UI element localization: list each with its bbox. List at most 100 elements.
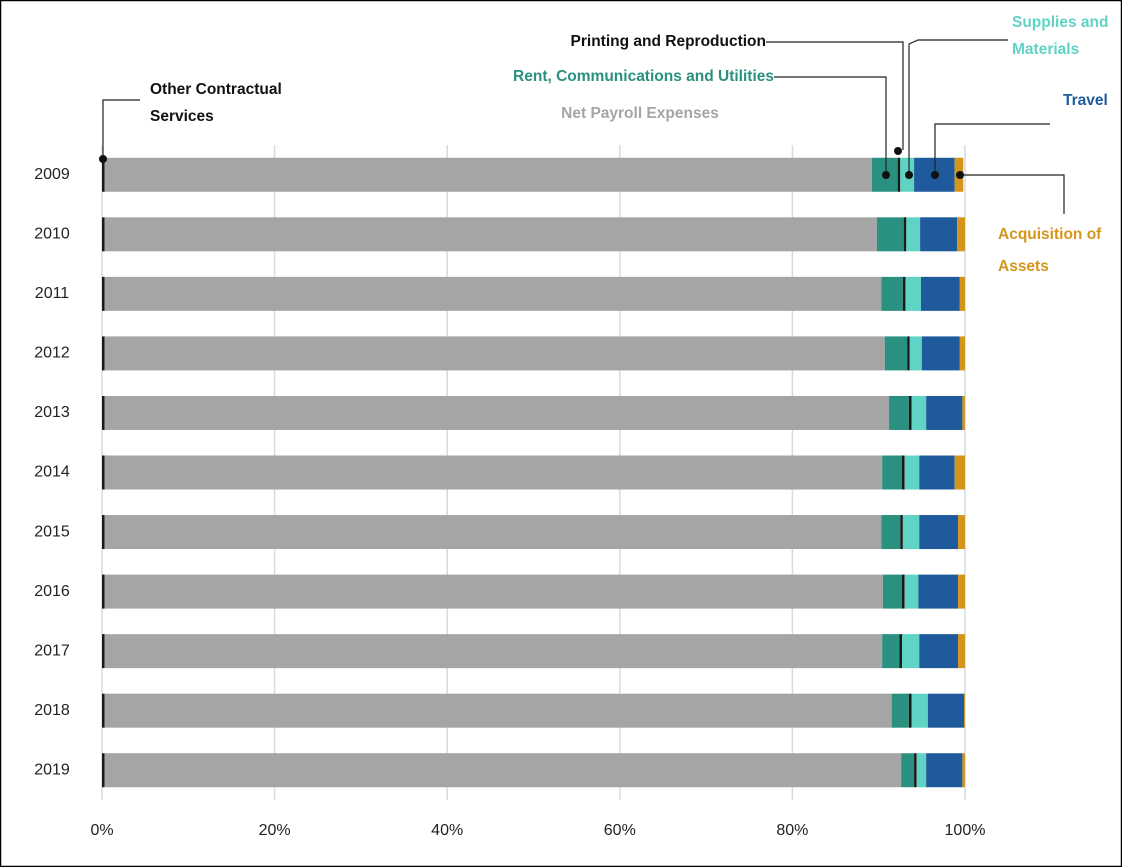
x-tick-label: 100% bbox=[945, 822, 986, 839]
series-label: Net Payroll Expenses bbox=[561, 105, 719, 122]
bar-segment bbox=[102, 574, 105, 609]
bar-segment bbox=[104, 217, 877, 252]
y-tick-label: 2019 bbox=[34, 761, 70, 778]
bar-segment bbox=[918, 574, 959, 609]
bar-segment bbox=[889, 395, 909, 430]
y-tick-label: 2016 bbox=[34, 583, 70, 600]
bar-segment bbox=[881, 515, 901, 550]
bar-segment bbox=[958, 574, 965, 609]
bar-segment bbox=[959, 336, 965, 371]
bar-segment bbox=[102, 515, 105, 550]
bar-segment bbox=[902, 574, 905, 609]
bar-segment bbox=[102, 693, 105, 728]
bar-segment bbox=[957, 217, 965, 252]
y-tick-label: 2009 bbox=[34, 166, 70, 183]
bar-segment bbox=[920, 217, 958, 252]
bar-segment bbox=[902, 276, 906, 311]
y-tick-label: 2018 bbox=[34, 702, 70, 719]
bar-segment bbox=[919, 634, 959, 669]
bar-segment bbox=[104, 276, 882, 311]
bar-segment bbox=[911, 693, 928, 728]
y-tick-label: 2015 bbox=[34, 523, 70, 540]
bar-segment bbox=[904, 455, 920, 490]
bar-segment bbox=[903, 217, 907, 252]
bar-segment bbox=[908, 693, 912, 728]
bar-segment bbox=[102, 395, 105, 430]
bar-segment bbox=[958, 634, 965, 669]
bar-segment bbox=[104, 693, 892, 728]
series-label: Rent, Communications and Utilities bbox=[513, 68, 774, 85]
y-tick-label: 2012 bbox=[34, 345, 70, 362]
y-tick-label: 2011 bbox=[35, 285, 70, 302]
bar-segment bbox=[102, 276, 105, 311]
bar-segment bbox=[883, 574, 903, 609]
bar-segment bbox=[104, 336, 885, 371]
y-tick-label: 2017 bbox=[34, 642, 70, 659]
bar-segment bbox=[921, 336, 960, 371]
x-tick-label: 40% bbox=[431, 822, 463, 839]
bar-segment bbox=[102, 217, 105, 252]
bar-segment bbox=[876, 217, 904, 252]
bar-segment bbox=[954, 455, 965, 490]
bar-segment bbox=[102, 336, 105, 371]
bar-segment bbox=[902, 455, 905, 490]
bar-segment bbox=[919, 515, 959, 550]
bar-segment bbox=[905, 276, 921, 311]
bar-segment bbox=[962, 753, 965, 788]
callouts bbox=[99, 39, 1065, 214]
bar-segment bbox=[908, 395, 912, 430]
bar-segment bbox=[902, 634, 920, 669]
bar-segment bbox=[102, 455, 105, 490]
bar-segment bbox=[884, 336, 908, 371]
bar-segment bbox=[906, 217, 921, 252]
bar-segment bbox=[104, 515, 882, 550]
bar-segment bbox=[900, 515, 903, 550]
x-tick-label: 80% bbox=[776, 822, 808, 839]
bar-segment bbox=[897, 157, 901, 192]
bar-segment bbox=[902, 515, 920, 550]
x-tick-label: 60% bbox=[604, 822, 636, 839]
bar-segment bbox=[891, 693, 909, 728]
bar-segment bbox=[102, 634, 105, 669]
bar-segment bbox=[102, 157, 105, 192]
series-label: Printing and Reproduction bbox=[570, 33, 766, 50]
bar-segment bbox=[959, 276, 965, 311]
bar-segment bbox=[909, 336, 922, 371]
bar-segment bbox=[882, 634, 900, 669]
bar-segment bbox=[920, 276, 960, 311]
bar-segment bbox=[927, 693, 965, 728]
bar-segment bbox=[901, 753, 915, 788]
bar-segment bbox=[104, 157, 872, 192]
bar-segment bbox=[916, 753, 927, 788]
bar-segment bbox=[958, 515, 965, 550]
bar-segment bbox=[882, 455, 903, 490]
bar-segment bbox=[899, 634, 903, 669]
bar-segment bbox=[104, 455, 883, 490]
bar-segment bbox=[104, 574, 884, 609]
x-tick-label: 20% bbox=[259, 822, 291, 839]
series-label: Supplies and Materials bbox=[1012, 14, 1109, 58]
y-tick-label: 2010 bbox=[34, 226, 70, 243]
bar-segment bbox=[907, 336, 910, 371]
y-tick-label: 2013 bbox=[34, 404, 70, 421]
x-tick-label: 0% bbox=[90, 822, 113, 839]
bar-segment bbox=[104, 753, 902, 788]
series-label: Acquisition of Assets bbox=[998, 226, 1102, 275]
bar-segment bbox=[919, 455, 955, 490]
series-label: Travel bbox=[1063, 92, 1108, 109]
series-label: Other Contractual Services bbox=[150, 81, 282, 125]
bar-segment bbox=[104, 395, 890, 430]
y-tick-label: 2014 bbox=[34, 464, 70, 481]
bar-segment bbox=[904, 574, 919, 609]
bar-segment bbox=[964, 693, 965, 728]
bar-segment bbox=[926, 395, 963, 430]
bar-segment bbox=[926, 753, 963, 788]
bar-segment bbox=[102, 753, 105, 788]
bar-segment bbox=[104, 634, 883, 669]
bar-segment bbox=[911, 395, 927, 430]
bar-segment bbox=[914, 753, 917, 788]
bar-segment bbox=[962, 395, 965, 430]
